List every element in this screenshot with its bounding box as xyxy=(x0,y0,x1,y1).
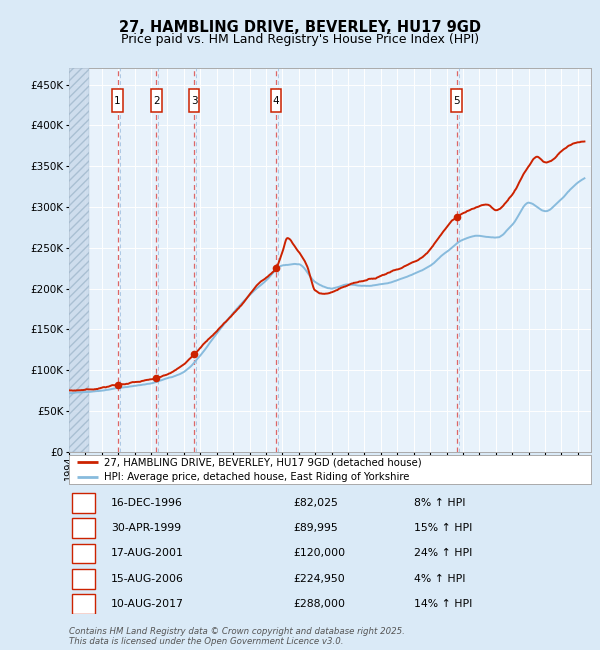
Text: HPI: Average price, detached house, East Riding of Yorkshire: HPI: Average price, detached house, East… xyxy=(104,472,410,482)
Text: 4: 4 xyxy=(273,96,280,106)
Text: £82,025: £82,025 xyxy=(293,498,338,508)
Text: Contains HM Land Registry data © Crown copyright and database right 2025.
This d: Contains HM Land Registry data © Crown c… xyxy=(69,627,405,646)
Text: 2: 2 xyxy=(80,523,86,533)
Bar xyxy=(71,543,95,564)
Text: 1: 1 xyxy=(114,96,121,106)
Text: 3: 3 xyxy=(191,96,197,106)
Text: 14% ↑ HPI: 14% ↑ HPI xyxy=(413,599,472,609)
Text: 5: 5 xyxy=(454,96,460,106)
Text: 16-DEC-1996: 16-DEC-1996 xyxy=(111,498,182,508)
Bar xyxy=(71,493,95,513)
Bar xyxy=(71,594,95,614)
Text: 4% ↑ HPI: 4% ↑ HPI xyxy=(413,574,465,584)
Bar xyxy=(69,68,89,452)
Bar xyxy=(71,518,95,538)
Text: 2: 2 xyxy=(153,96,160,106)
Text: Price paid vs. HM Land Registry's House Price Index (HPI): Price paid vs. HM Land Registry's House … xyxy=(121,32,479,46)
Text: 30-APR-1999: 30-APR-1999 xyxy=(111,523,181,533)
Text: 8% ↑ HPI: 8% ↑ HPI xyxy=(413,498,465,508)
Text: £288,000: £288,000 xyxy=(293,599,346,609)
Text: £89,995: £89,995 xyxy=(293,523,338,533)
Bar xyxy=(451,90,462,112)
Bar xyxy=(151,90,162,112)
Bar xyxy=(112,90,123,112)
Text: 27, HAMBLING DRIVE, BEVERLEY, HU17 9GD (detached house): 27, HAMBLING DRIVE, BEVERLEY, HU17 9GD (… xyxy=(104,457,422,467)
Bar xyxy=(271,90,281,112)
Text: 24% ↑ HPI: 24% ↑ HPI xyxy=(413,549,472,558)
Text: 5: 5 xyxy=(80,599,86,609)
Text: 15-AUG-2006: 15-AUG-2006 xyxy=(111,574,184,584)
Bar xyxy=(189,90,199,112)
Text: £120,000: £120,000 xyxy=(293,549,346,558)
Text: 3: 3 xyxy=(80,549,86,558)
Text: 10-AUG-2017: 10-AUG-2017 xyxy=(111,599,184,609)
Text: 4: 4 xyxy=(80,574,86,584)
Text: £224,950: £224,950 xyxy=(293,574,345,584)
Text: 17-AUG-2001: 17-AUG-2001 xyxy=(111,549,184,558)
Text: 1: 1 xyxy=(80,498,86,508)
Bar xyxy=(71,569,95,589)
Text: 15% ↑ HPI: 15% ↑ HPI xyxy=(413,523,472,533)
Text: 27, HAMBLING DRIVE, BEVERLEY, HU17 9GD: 27, HAMBLING DRIVE, BEVERLEY, HU17 9GD xyxy=(119,20,481,35)
